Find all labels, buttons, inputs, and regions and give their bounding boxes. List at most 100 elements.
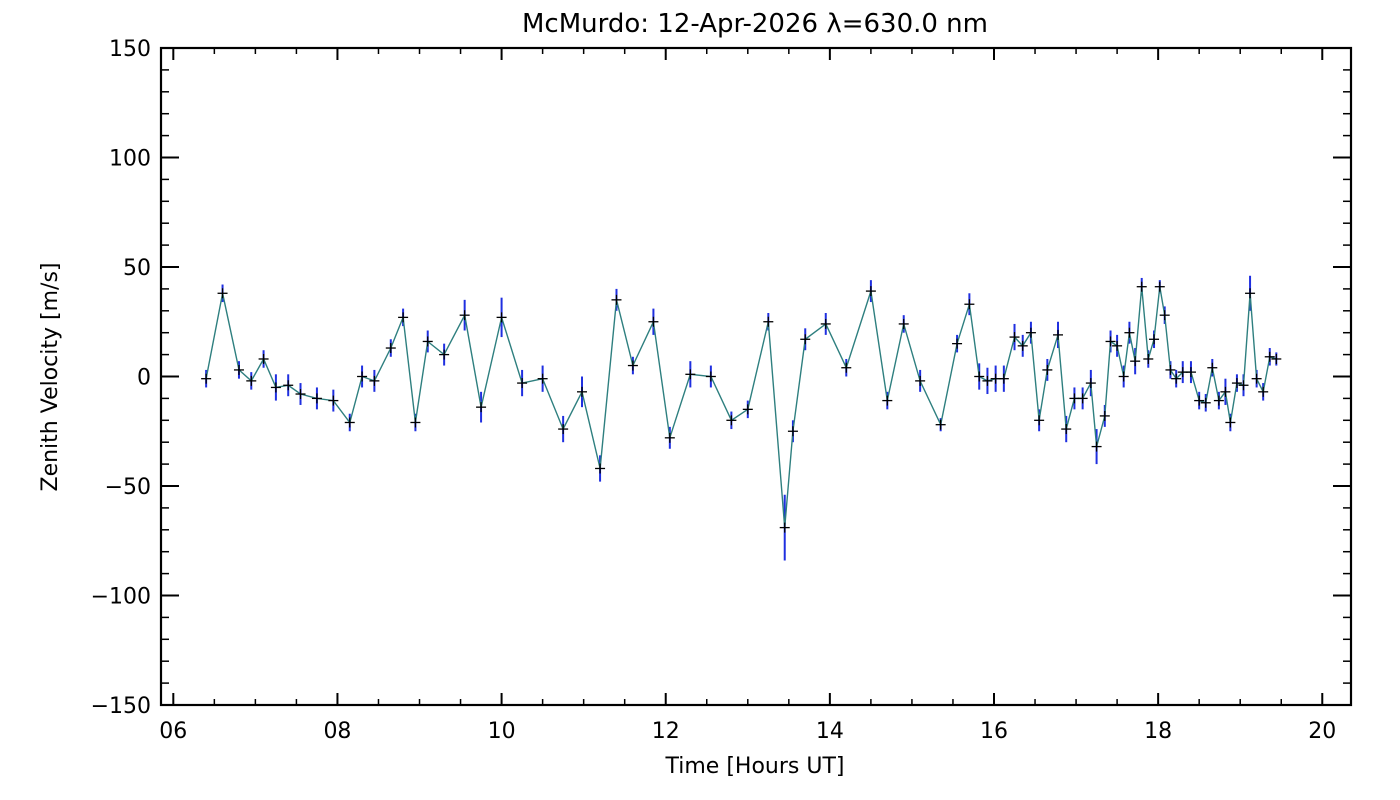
data-point-marker	[1264, 351, 1275, 362]
data-point-marker	[1077, 393, 1088, 404]
axes: 06 08 10 12 14 16 18 20 −150 −100 −50 0 50 100 150	[91, 37, 1351, 744]
data-point-marker	[1225, 417, 1236, 428]
data-point-marker	[611, 294, 622, 305]
x-tick-label: 20	[1308, 719, 1336, 744]
data-point-marker	[1091, 441, 1102, 452]
data-series	[201, 275, 1282, 561]
data-point-marker	[476, 402, 487, 413]
data-point-marker	[1025, 327, 1036, 338]
y-axis-label: Zenith Velocity [m/s]	[38, 263, 63, 492]
data-point-marker	[1085, 378, 1096, 389]
data-point-marker	[779, 522, 790, 533]
data-point-marker	[648, 316, 659, 327]
data-point-marker	[1200, 397, 1211, 408]
data-point-marker	[258, 353, 269, 364]
data-point-marker	[1118, 371, 1129, 382]
data-point-marker	[295, 389, 306, 400]
data-point-marker	[998, 373, 1009, 384]
data-point-marker	[1165, 364, 1176, 375]
data-point-marker	[952, 338, 963, 349]
data-point-marker	[1105, 336, 1116, 347]
data-point-marker	[787, 426, 798, 437]
y-tick-label: −100	[91, 585, 151, 610]
data-point-marker	[217, 288, 228, 299]
data-point-marker	[357, 371, 368, 382]
data-point-marker	[664, 432, 675, 443]
data-point-marker	[726, 415, 737, 426]
data-point-marker	[1130, 356, 1141, 367]
data-point-marker	[439, 349, 450, 360]
y-tick-label: 100	[109, 147, 151, 172]
data-point-marker	[1258, 386, 1269, 397]
data-point-marker	[459, 310, 470, 321]
data-point-marker	[1149, 334, 1160, 345]
data-point-marker	[1231, 378, 1242, 389]
data-point-marker	[595, 463, 606, 474]
data-point-marker	[865, 286, 876, 297]
data-point-marker	[1154, 281, 1165, 292]
data-point-marker	[517, 378, 528, 389]
data-point-marker	[982, 375, 993, 386]
data-point-marker	[311, 393, 322, 404]
data-point-marker	[898, 318, 909, 329]
data-point-marker	[537, 373, 548, 384]
data-point-marker	[1053, 329, 1064, 340]
x-tick-label: 08	[323, 719, 351, 744]
data-point-marker	[344, 417, 355, 428]
data-point-marker	[935, 419, 946, 430]
series-line	[205, 286, 1277, 528]
data-point-marker	[1017, 340, 1028, 351]
y-tick-label: 150	[109, 37, 151, 62]
data-point-marker	[410, 417, 421, 428]
data-point-marker	[398, 312, 409, 323]
data-point-marker	[1099, 410, 1110, 421]
data-point-marker	[1238, 380, 1249, 391]
data-point-marker	[915, 375, 926, 386]
data-point-marker	[328, 395, 339, 406]
data-point-marker	[800, 334, 811, 345]
data-point-marker	[577, 386, 588, 397]
data-point-marker	[627, 360, 638, 371]
x-tick-label: 14	[816, 719, 844, 744]
data-point-marker	[246, 375, 257, 386]
data-point-marker	[1159, 310, 1170, 321]
data-point-marker	[558, 424, 569, 435]
data-point-marker	[1171, 373, 1182, 384]
y-tick-label: −50	[105, 475, 151, 500]
x-tick-label: 16	[980, 719, 1008, 744]
data-point-marker	[705, 371, 716, 382]
y-tick-label: 0	[137, 366, 151, 391]
data-point-marker	[1136, 281, 1147, 292]
data-point-marker	[1194, 395, 1205, 406]
data-point-marker	[201, 373, 212, 384]
data-point-marker	[841, 362, 852, 373]
data-point-marker	[1251, 373, 1262, 384]
x-tick-label: 06	[159, 719, 187, 744]
data-point-marker	[685, 369, 696, 380]
data-point-marker	[422, 336, 433, 347]
data-point-marker	[1271, 353, 1282, 364]
data-point-marker	[1042, 364, 1053, 375]
data-point-marker	[496, 312, 507, 323]
data-point-marker	[742, 404, 753, 415]
data-point-marker	[964, 299, 975, 310]
chart-title: McMurdo: 12-Apr-2026 λ=630.0 nm	[522, 9, 988, 39]
data-point-marker	[369, 375, 380, 386]
data-point-marker	[1009, 332, 1020, 343]
data-point-marker	[1143, 353, 1154, 364]
data-point-marker	[1124, 327, 1135, 338]
data-point-marker	[385, 343, 396, 354]
data-point-marker	[1185, 367, 1196, 378]
data-point-marker	[974, 371, 985, 382]
data-point-marker	[763, 316, 774, 327]
data-point-marker	[1061, 424, 1072, 435]
data-point-marker	[1220, 386, 1231, 397]
y-tick-label: −150	[91, 694, 151, 719]
x-tick-label: 12	[652, 719, 680, 744]
data-point-marker	[1207, 362, 1218, 373]
data-point-marker	[1213, 395, 1224, 406]
data-point-marker	[283, 380, 294, 391]
plot-frame	[159, 46, 1353, 707]
data-point-marker	[882, 395, 893, 406]
